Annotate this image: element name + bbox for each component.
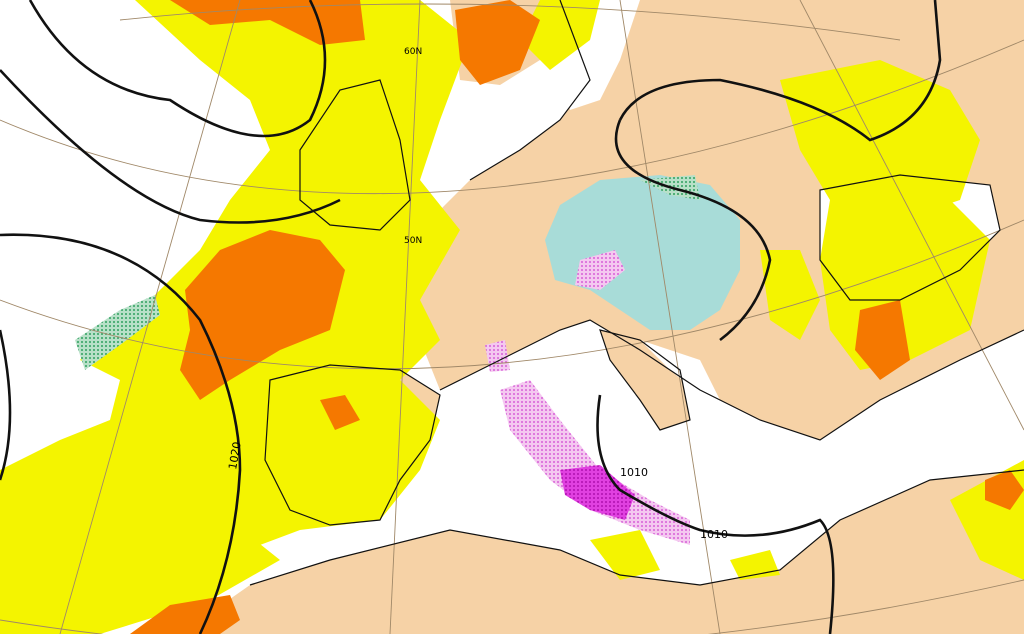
snow-area: [545, 175, 740, 330]
coastline: [249, 0, 1024, 586]
isobar-label: 1010: [620, 466, 648, 479]
mixed-precip-heavy: [560, 465, 635, 520]
mixed-precip: [575, 250, 625, 290]
isobars: [0, 0, 942, 634]
latitude-label: 60N: [404, 47, 422, 57]
isobar-label: 1010: [700, 528, 728, 541]
isobar-label: 1020: [226, 441, 244, 471]
snow-dots: [75, 295, 160, 370]
latitude-label: 50N: [404, 236, 422, 246]
